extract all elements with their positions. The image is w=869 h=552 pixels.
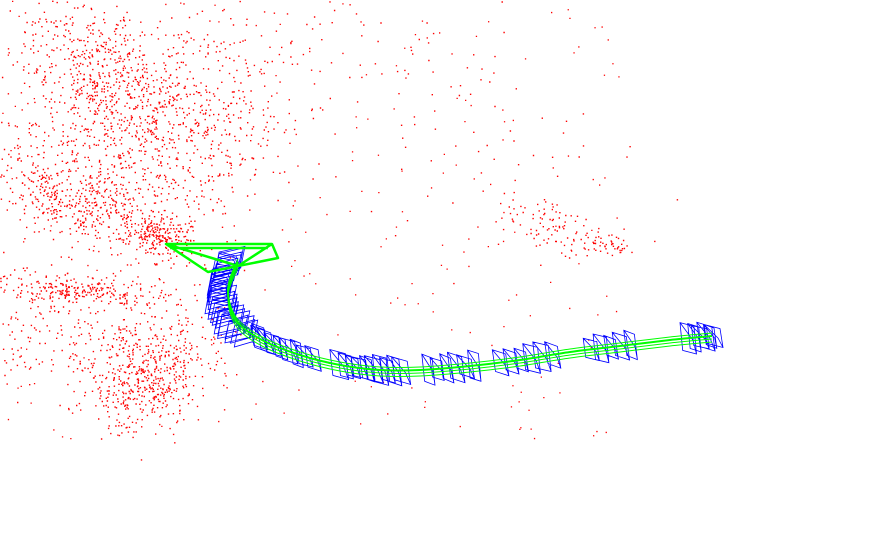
current-camera — [164, 242, 280, 274]
map-point-cloud — [0, 0, 679, 461]
trajectory-line — [227, 267, 713, 378]
keyframe-frustum — [204, 245, 724, 387]
keyframe-frustums — [204, 245, 724, 387]
trajectory-line — [227, 258, 713, 369]
trajectory-line — [227, 264, 713, 375]
map-points — [0, 0, 679, 461]
trajectory-line — [226, 261, 713, 372]
current-camera-frustum — [164, 242, 280, 274]
camera-trajectory — [226, 258, 713, 378]
